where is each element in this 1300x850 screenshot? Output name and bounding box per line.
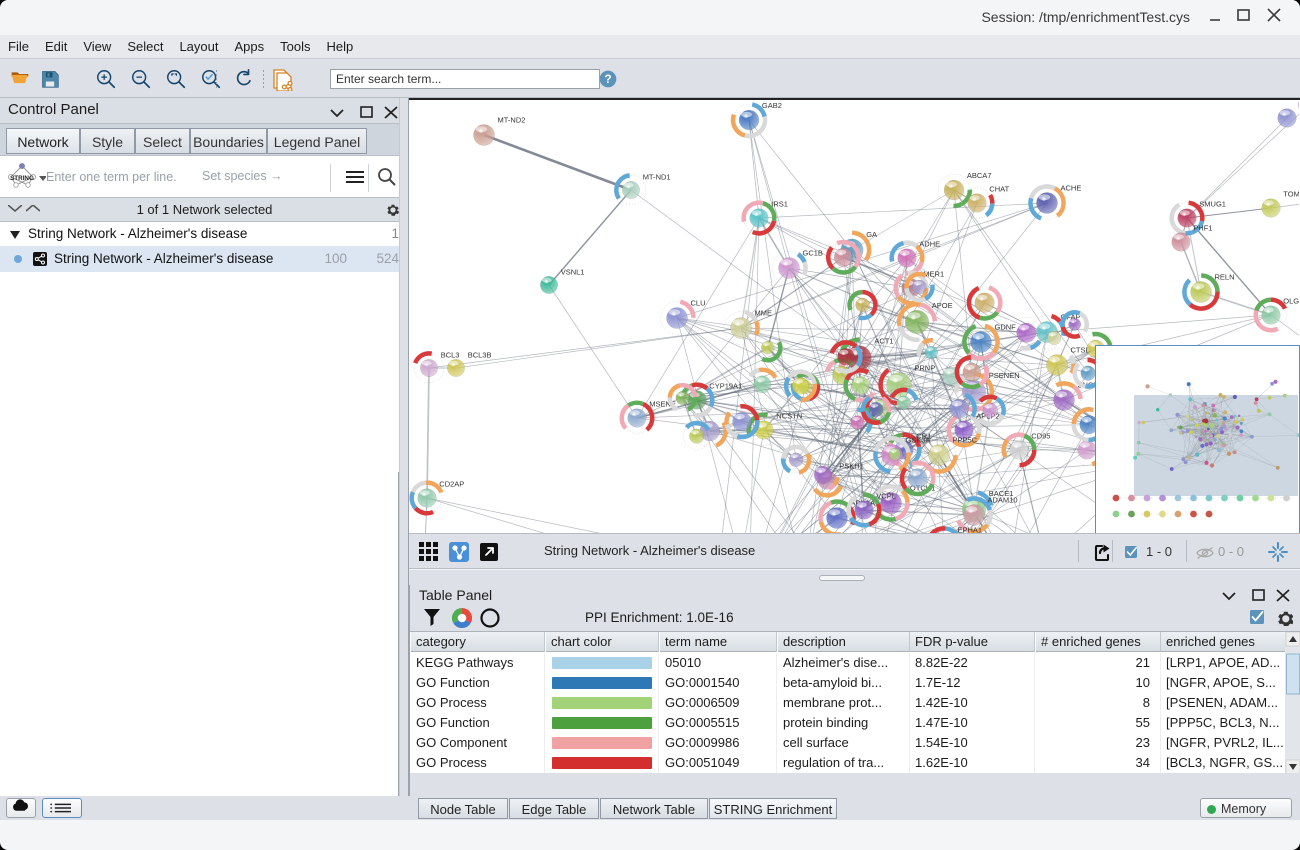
svg-text:VCPL: VCPL (876, 492, 896, 501)
svg-text:PSENEN: PSENEN (989, 371, 1020, 380)
svg-text:CD2AP: CD2AP (439, 480, 464, 489)
svg-text:CLU: CLU (691, 299, 706, 308)
svg-text:VSNL1: VSNL1 (561, 267, 585, 276)
svg-text:ADHE: ADHE (919, 240, 940, 249)
svg-text:GA: GA (866, 230, 877, 239)
svg-text:ABCA7: ABCA7 (967, 171, 992, 180)
svg-text:SMUG1: SMUG1 (1199, 200, 1226, 209)
svg-text:?: ? (604, 73, 611, 86)
svg-text:EPHA1: EPHA1 (958, 526, 983, 534)
svg-text:RELN: RELN (1215, 273, 1235, 282)
svg-text:PSKH1: PSKH1 (839, 462, 864, 471)
svg-text:GDNF: GDNF (995, 323, 1017, 332)
svg-text:ACHE: ACHE (1061, 184, 1082, 193)
svg-text:GSK3A: GSK3A (906, 436, 931, 445)
svg-text:PPP5C: PPP5C (953, 436, 978, 445)
svg-text:CD95: CD95 (1031, 432, 1050, 441)
svg-text:ACT1: ACT1 (874, 337, 893, 346)
svg-text:TOMM40: TOMM40 (1283, 190, 1299, 199)
svg-text:BCL3: BCL3 (441, 350, 460, 359)
svg-text:GC1B: GC1B (803, 249, 823, 258)
svg-text:BCL3B: BCL3B (468, 350, 492, 359)
svg-text:OLG4: OLG4 (1283, 297, 1299, 306)
svg-text:IRS1: IRS1 (771, 200, 788, 209)
svg-text:MT-ND1: MT-ND1 (643, 172, 671, 181)
svg-text:STRING: STRING (10, 175, 34, 182)
svg-text:PHF1: PHF1 (1193, 224, 1212, 233)
svg-text:APOE: APOE (932, 301, 953, 310)
svg-text:ADAM10: ADAM10 (988, 496, 1018, 505)
svg-text:MME: MME (755, 309, 773, 318)
svg-text:CHAT: CHAT (989, 185, 1009, 194)
svg-text:MT-ND2: MT-ND2 (498, 116, 526, 125)
svg-text:NCSTN: NCSTN (776, 412, 802, 421)
svg-text:GAB2: GAB2 (762, 101, 782, 110)
svg-text:CYP19A1: CYP19A1 (709, 382, 742, 391)
